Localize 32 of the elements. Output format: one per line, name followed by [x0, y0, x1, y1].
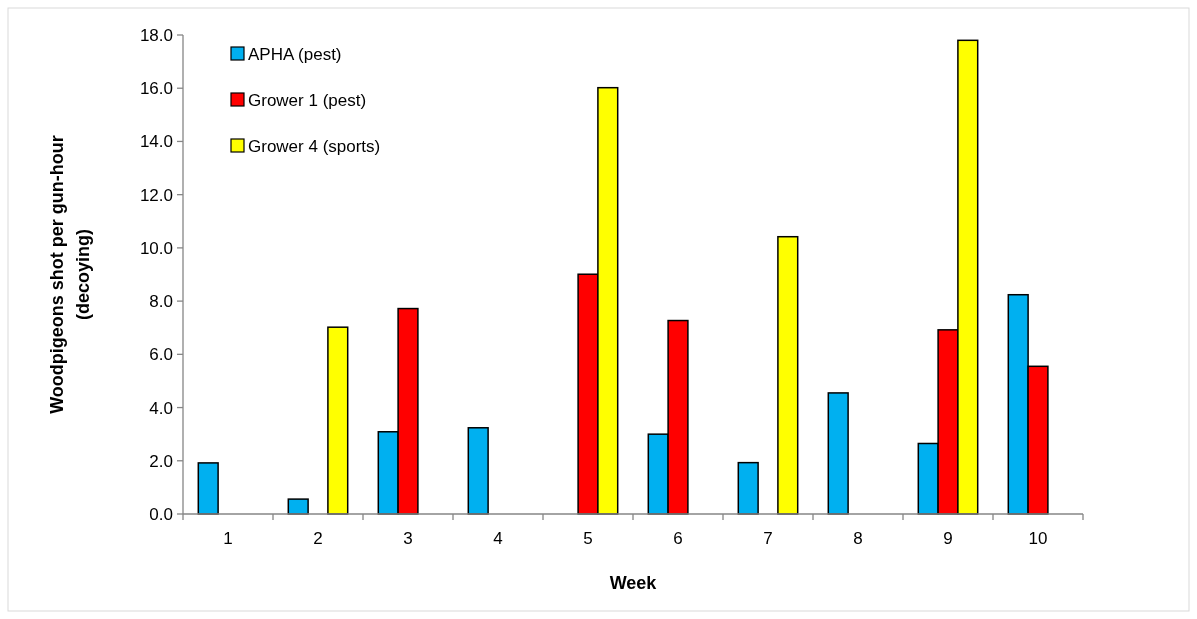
y-tick-label: 4.0: [149, 398, 173, 418]
y-axis-title: Woodpigeons shot per gun-hour (decoying): [47, 135, 93, 414]
x-tick-label: 4: [493, 529, 503, 548]
legend-label: Grower 1 (pest): [248, 90, 367, 110]
y-tick-label: 0.0: [149, 504, 173, 524]
bar: [327, 326, 349, 515]
x-tick-label: 9: [943, 529, 953, 548]
y-tick-label: 2.0: [149, 451, 173, 471]
y-tick-label: 18.0: [139, 25, 173, 45]
bar: [827, 392, 849, 515]
x-tick-label: 1: [223, 529, 233, 548]
y-tick-label: 12.0: [139, 185, 173, 205]
y-tick-label: 8.0: [149, 292, 173, 312]
bar: [197, 462, 219, 515]
x-tick-label: 7: [763, 529, 773, 548]
legend-label: APHA (pest): [248, 44, 342, 64]
x-tick-label: 5: [583, 529, 593, 548]
y-tick-label: 10.0: [139, 238, 173, 258]
x-tick-label: 10: [1028, 529, 1048, 548]
y-tick-label: 16.0: [139, 79, 173, 99]
x-tick-label: 2: [313, 529, 323, 548]
x-tick-label: 6: [673, 529, 683, 548]
x-axis-title: Week: [609, 573, 658, 593]
y-tick-label: 14.0: [139, 132, 173, 152]
bar: [467, 427, 489, 515]
bar: [777, 235, 799, 515]
x-tick-label: 3: [403, 529, 413, 548]
y-tick-label: 6.0: [149, 345, 173, 365]
legend-label: Grower 4 (sports): [248, 136, 381, 156]
x-tick-label: 8: [853, 529, 863, 548]
bar: [287, 498, 309, 515]
bar: [737, 461, 759, 515]
